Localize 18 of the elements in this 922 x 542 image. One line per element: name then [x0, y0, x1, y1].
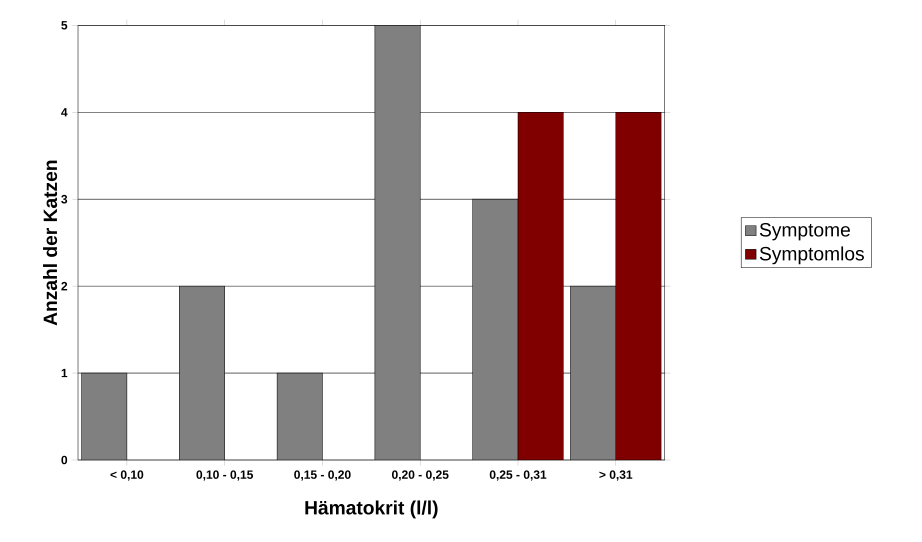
- y-tick-label: 2: [61, 282, 68, 290]
- x-tick-label: 0,20 - 0,25: [392, 470, 449, 481]
- y-axis-title: Anzahl der Katzen: [43, 160, 58, 326]
- x-tick-label: 0,25 - 0,31: [490, 470, 546, 481]
- x-tick-label: 0,10 - 0,15: [196, 470, 254, 481]
- x-axis-title: Hämatokrit (l/l): [305, 500, 438, 518]
- y-tick-label: 4: [61, 108, 68, 116]
- legend-label: Symptome: [760, 223, 850, 240]
- y-tick-label: 3: [61, 194, 68, 204]
- x-tick-label: < 0,10: [110, 470, 144, 481]
- y-tick-label: 5: [61, 21, 68, 30]
- bar: [616, 112, 662, 460]
- x-tick-label: 0,15 - 0,20: [294, 470, 351, 481]
- y-tick-label: 1: [62, 368, 68, 378]
- x-tick-label: > 0,31: [599, 470, 632, 481]
- y-tick-label: 0: [61, 456, 68, 464]
- legend-label: Symptomlos: [760, 246, 864, 264]
- bar: [518, 112, 564, 460]
